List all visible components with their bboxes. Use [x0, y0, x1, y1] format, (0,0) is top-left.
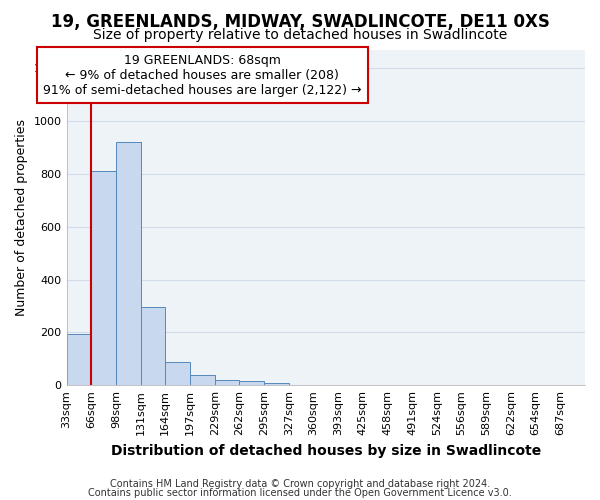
- Y-axis label: Number of detached properties: Number of detached properties: [15, 119, 28, 316]
- Bar: [140, 308, 165, 385]
- X-axis label: Distribution of detached houses by size in Swadlincote: Distribution of detached houses by size …: [110, 444, 541, 458]
- Text: 19, GREENLANDS, MIDWAY, SWADLINCOTE, DE11 0XS: 19, GREENLANDS, MIDWAY, SWADLINCOTE, DE1…: [50, 12, 550, 30]
- Bar: [190, 375, 215, 385]
- Text: Contains public sector information licensed under the Open Government Licence v3: Contains public sector information licen…: [88, 488, 512, 498]
- Bar: [67, 334, 91, 385]
- Bar: [239, 381, 264, 385]
- Bar: [264, 382, 289, 385]
- Text: Size of property relative to detached houses in Swadlincote: Size of property relative to detached ho…: [93, 28, 507, 42]
- Text: Contains HM Land Registry data © Crown copyright and database right 2024.: Contains HM Land Registry data © Crown c…: [110, 479, 490, 489]
- Bar: [215, 380, 239, 385]
- Bar: [165, 362, 190, 385]
- Bar: [116, 142, 140, 385]
- Text: 19 GREENLANDS: 68sqm
← 9% of detached houses are smaller (208)
91% of semi-detac: 19 GREENLANDS: 68sqm ← 9% of detached ho…: [43, 54, 362, 96]
- Bar: [91, 172, 116, 385]
